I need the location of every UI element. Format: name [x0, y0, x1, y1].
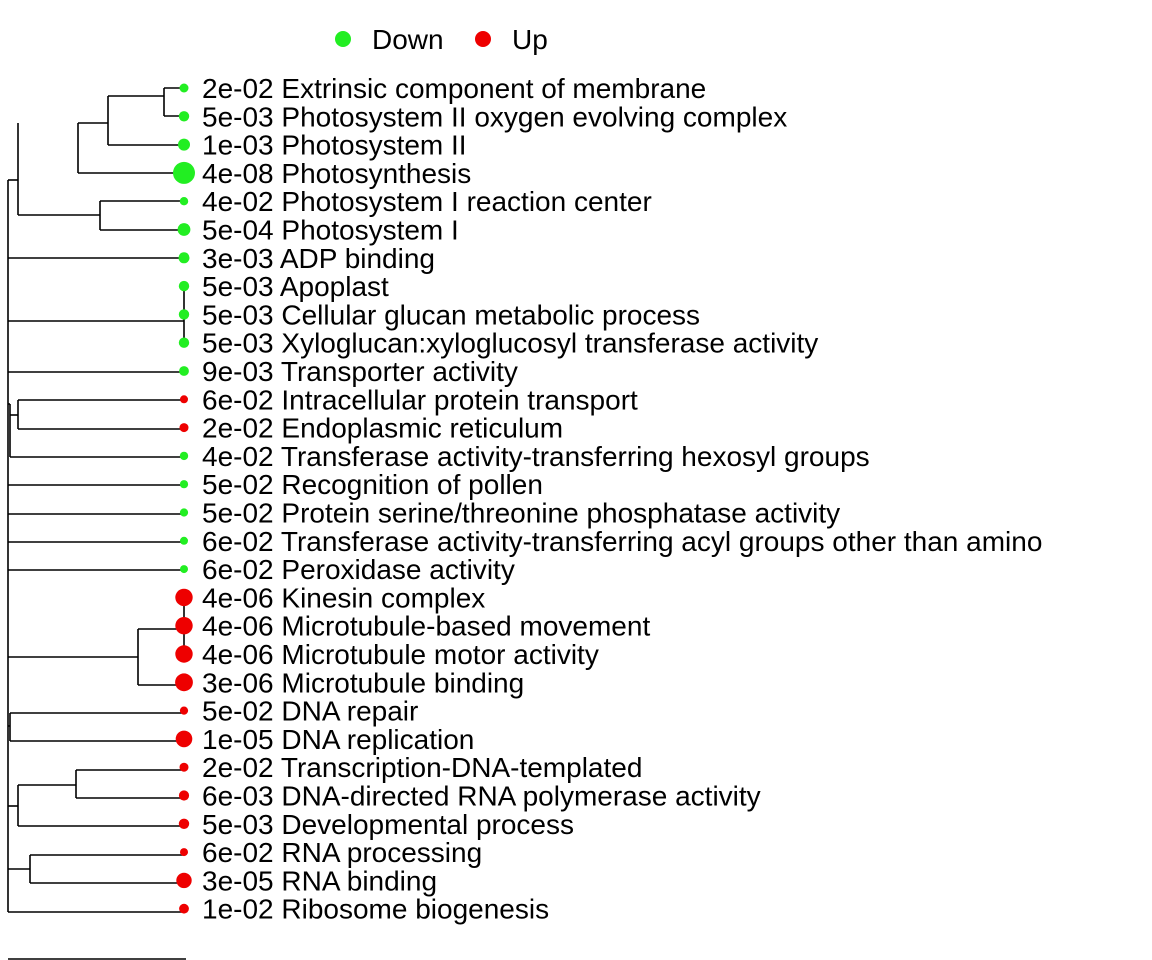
- term-point: [179, 423, 189, 433]
- term-point: [179, 83, 189, 93]
- term-point: [178, 111, 190, 122]
- term-points: 2e-02 Extrinsic component of membrane5e-…: [173, 73, 1042, 925]
- term-label: 5e-03 Developmental process: [202, 809, 574, 840]
- term-label: 3e-03 ADP binding: [202, 243, 435, 274]
- term-label: 5e-04 Photosystem I: [202, 215, 459, 246]
- term-label: 1e-03 Photosystem II: [202, 130, 467, 161]
- term-point: [179, 508, 189, 517]
- legend-marker-down: [335, 31, 351, 47]
- term-point: [175, 588, 193, 607]
- term-point: [178, 309, 190, 320]
- term-label: 2e-02 Transcription-DNA-templated: [202, 752, 642, 783]
- term-point: [178, 818, 190, 829]
- term-point: [179, 480, 189, 489]
- term-point: [175, 730, 193, 748]
- term-label: 4e-06 Kinesin complex: [202, 582, 485, 613]
- term-label: 4e-02 Transferase activity-transferring …: [202, 441, 870, 472]
- term-label: 4e-06 Microtubule-based movement: [202, 611, 650, 642]
- legend-marker-up: [475, 31, 491, 47]
- term-label: 1e-05 DNA replication: [202, 724, 474, 755]
- term-point: [179, 903, 189, 914]
- legend-label-down: Down: [372, 24, 444, 55]
- term-point: [175, 617, 193, 635]
- term-label: 6e-02 Intracellular protein transport: [202, 384, 638, 415]
- term-point: [178, 280, 190, 292]
- term-point: [178, 252, 190, 264]
- term-label: 4e-08 Photosynthesis: [202, 158, 471, 189]
- term-point: [178, 138, 190, 151]
- term-point: [175, 645, 193, 663]
- term-label: 6e-03 DNA-directed RNA polymerase activi…: [202, 781, 761, 812]
- legend: Down Up: [335, 24, 548, 55]
- legend-label-up: Up: [512, 24, 548, 55]
- term-label: 6e-02 RNA processing: [202, 837, 482, 868]
- term-label: 6e-02 Peroxidase activity: [202, 554, 515, 585]
- term-point: [179, 451, 189, 461]
- term-point: [176, 872, 192, 889]
- term-label: 4e-02 Photosystem I reaction center: [202, 186, 652, 217]
- term-label: 5e-02 Protein serine/threonine phosphata…: [202, 498, 840, 529]
- term-point: [179, 762, 189, 772]
- term-label: 1e-02 Ribosome biogenesis: [202, 894, 549, 925]
- term-point: [180, 536, 188, 545]
- term-point: [179, 366, 189, 376]
- term-label: 6e-02 Transferase activity-transferring …: [202, 526, 1042, 557]
- term-point: [180, 565, 188, 574]
- term-label: 5e-03 Xyloglucan:xyloglucosyl transferas…: [202, 328, 818, 359]
- term-point: [179, 706, 189, 715]
- term-point: [173, 161, 195, 184]
- term-point: [175, 673, 193, 692]
- term-point: [179, 197, 189, 206]
- term-label: 3e-05 RNA binding: [202, 865, 437, 896]
- term-label: 5e-03 Photosystem II oxygen evolving com…: [202, 101, 787, 132]
- term-point: [180, 395, 188, 404]
- term-label: 5e-02 Recognition of pollen: [202, 469, 543, 500]
- term-label: 3e-06 Microtubule binding: [202, 667, 524, 698]
- term-label: 5e-03 Cellular glucan metabolic process: [202, 299, 700, 330]
- term-label: 5e-02 DNA repair: [202, 696, 418, 727]
- term-label: 2e-02 Extrinsic component of membrane: [202, 73, 706, 104]
- term-label: 9e-03 Transporter activity: [202, 356, 518, 387]
- cluster-dendrogram: [7, 87, 185, 913]
- term-point: [178, 337, 190, 348]
- term-point: [177, 223, 191, 236]
- term-label: 4e-06 Microtubule motor activity: [202, 639, 599, 670]
- term-point: [180, 848, 188, 857]
- term-label: 5e-03 Apoplast: [202, 271, 389, 302]
- term-label: 2e-02 Endoplasmic reticulum: [202, 413, 563, 444]
- term-point: [178, 790, 190, 801]
